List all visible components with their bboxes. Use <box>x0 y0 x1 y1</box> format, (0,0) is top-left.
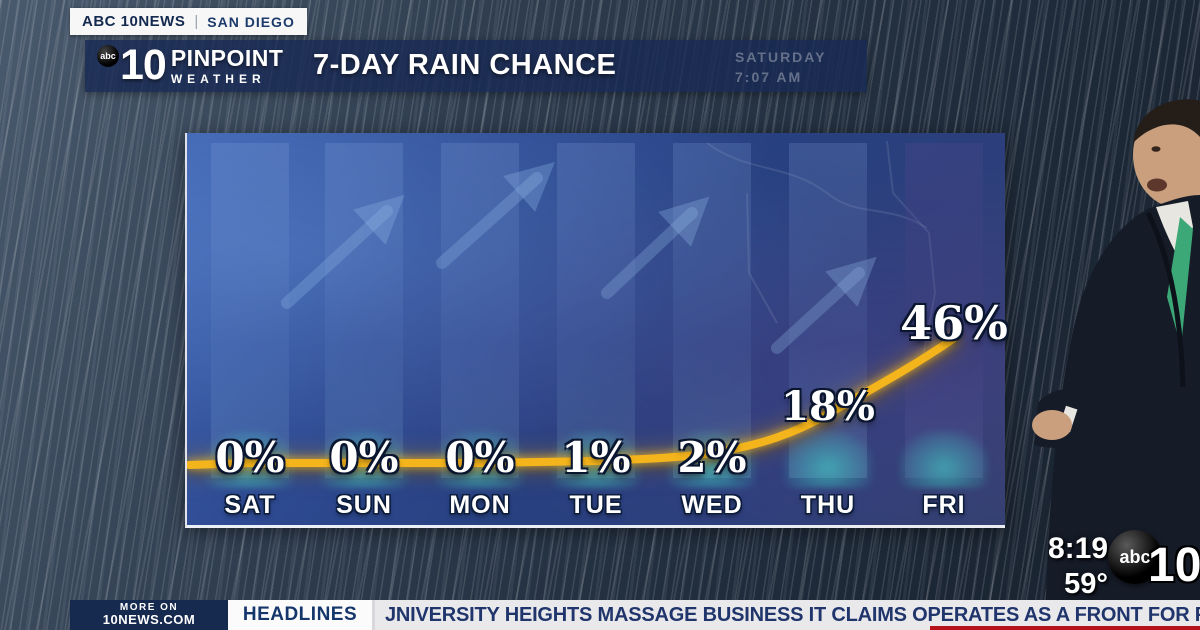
logo-wordmark: PINPOINT WEATHER <box>170 44 284 86</box>
chart-column-tue: 1% TUE <box>551 143 641 519</box>
website-label: 10NEWS.COM <box>102 612 196 628</box>
presenter-hand <box>1032 410 1072 440</box>
abc-circle-text: abc <box>1119 546 1151 567</box>
day-label-sun: SUN <box>336 491 392 519</box>
presenter-lapel <box>1145 211 1186 388</box>
presenter-suit <box>1045 195 1200 630</box>
chart-column-sun: 0% SUN <box>319 143 409 519</box>
day-label-thu: THU <box>800 491 856 519</box>
day-label-sat: SAT <box>224 491 276 519</box>
page-title: 7-DAY RAIN CHANCE <box>313 49 617 81</box>
rain-value-sun: 0% <box>329 433 399 482</box>
logo-ten-numeral: 10 <box>1148 539 1200 592</box>
presenter-eye <box>1151 146 1161 152</box>
current-time: 8:19 <box>1047 532 1108 565</box>
day-label-tue: TUE <box>569 491 623 519</box>
rain-chance-chart: 0% SAT 0% SUN 0% MON 1% TUE 2% WED 18% T… <box>185 133 1008 528</box>
chart-column-wed: 2% WED <box>667 143 757 519</box>
chart-column-sat: 0% SAT <box>205 143 295 519</box>
chart-column-fri: 46% FRI <box>899 143 1008 519</box>
time-temp-bug: 8:19 59° <box>1022 532 1108 601</box>
logo-pinpoint: PINPOINT <box>170 44 284 71</box>
news-ticker: MORE ON 10NEWS.COM HEADLINES JNIVERSITY … <box>0 600 1200 630</box>
more-on-box: MORE ON 10NEWS.COM <box>70 600 228 630</box>
station-location: SAN DIEGO <box>207 13 295 30</box>
chart-column-thu: 18% THU <box>781 143 875 519</box>
weather-presenter <box>1032 99 1200 630</box>
banner-divider: | <box>194 13 199 30</box>
rain-value-wed: 2% <box>677 433 747 482</box>
headline-text: JNIVERSITY HEIGHTS MASSAGE BUSINESS IT C… <box>385 603 1200 626</box>
watermark-day: SATURDAY <box>735 49 827 65</box>
presenter-hair <box>1133 99 1200 143</box>
headlines-section-label: HEADLINES <box>228 600 375 630</box>
station-name: ABC 10NEWS <box>82 13 186 30</box>
headline-strip: JNIVERSITY HEIGHTS MASSAGE BUSINESS IT C… <box>375 600 1200 630</box>
abc-circle-icon: abc <box>1108 530 1162 584</box>
day-label-fri: FRI <box>922 491 966 519</box>
watermark-time: 7:07 AM <box>735 69 803 86</box>
map-outline-decor <box>706 140 937 364</box>
abc-logo-icon: abc <box>97 45 119 67</box>
teal-glow <box>783 430 873 488</box>
rain-value-fri: 46% <box>900 296 1008 350</box>
teal-glow <box>899 430 989 488</box>
weather-header-bar: abc 10 PINPOINT WEATHER 7-DAY RAIN CHANC… <box>85 40 867 92</box>
more-on-label: MORE ON <box>119 602 179 614</box>
abc10-logo: abc 10 <box>1108 524 1200 610</box>
presenter-mouth <box>1147 178 1167 192</box>
day-label-mon: MON <box>449 491 511 519</box>
ticker-progress-bar <box>930 626 1200 630</box>
chart-column-mon: 0% MON <box>435 143 525 519</box>
datetime-watermark: SATURDAY 7:07 AM <box>735 47 826 88</box>
presenter-tie <box>1167 217 1193 347</box>
rain-value-thu: 18% <box>781 383 875 430</box>
pinpoint-weather-logo: abc 10 PINPOINT WEATHER <box>97 43 283 88</box>
station-banner: ABC 10NEWS | SAN DIEGO <box>70 8 307 35</box>
day-label-wed: WED <box>681 491 743 519</box>
current-temperature: 59° <box>1064 568 1108 600</box>
logo-weather: WEATHER <box>170 71 266 86</box>
rain-value-mon: 0% <box>445 433 515 482</box>
abc-logo-text: abc <box>100 51 116 61</box>
rain-value-tue: 1% <box>561 433 631 482</box>
logo-ten: 10 <box>120 41 167 89</box>
rain-value-sat: 0% <box>215 433 285 482</box>
